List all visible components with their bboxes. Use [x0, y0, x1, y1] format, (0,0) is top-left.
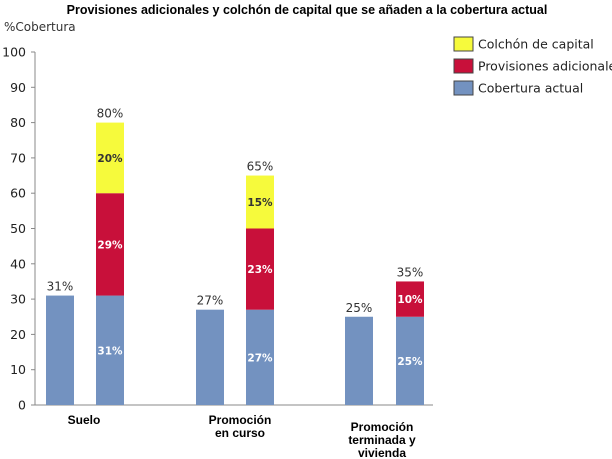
bars: 31% 31% 29% 20% 80% Suelo 27% 27% 23% 15% 65% Promo… — [46, 107, 424, 459]
reference-bar — [46, 295, 74, 405]
reference-bar — [345, 316, 373, 405]
stacked-segment — [246, 309, 274, 405]
y-tick-label: 80 — [10, 115, 26, 130]
legend-label: Colchón de capital — [478, 37, 594, 52]
legend-swatch — [453, 80, 474, 96]
segment-label: 31% — [97, 345, 123, 357]
y-tick-label: 50 — [10, 221, 26, 236]
chart-title: Provisiones adicionales y colchón de cap… — [67, 3, 548, 17]
category-label: Promoción — [351, 420, 414, 434]
category-label: terminada y — [348, 433, 416, 447]
stacked-segment — [96, 193, 124, 296]
stacked-segment — [396, 281, 424, 317]
legend: Colchón de capital Provisiones adicionale… — [453, 36, 612, 96]
legend-label: Provisiones adicionales — [478, 59, 612, 74]
segment-label: 10% — [397, 294, 423, 306]
reference-bar — [196, 309, 224, 405]
stacked-segment — [396, 316, 424, 405]
y-tick-label: 0 — [18, 398, 26, 413]
category-label: Suelo — [68, 413, 101, 427]
legend-swatch — [453, 58, 474, 74]
category-label: vivienda — [358, 446, 406, 459]
segment-label: 25% — [397, 356, 423, 368]
reference-bar-label: 31% — [47, 280, 74, 294]
reference-bar-label: 25% — [346, 301, 373, 315]
stacked-segment — [96, 295, 124, 405]
y-tick-label: 30 — [10, 292, 26, 307]
axes: 0 10 20 30 40 50 60 70 80 90 100 — [2, 45, 433, 413]
y-tick-label: 20 — [10, 327, 26, 342]
y-tick-label: 60 — [10, 186, 26, 201]
total-label: 35% — [397, 265, 424, 279]
stacked-segment — [96, 122, 124, 194]
stacked-segment — [246, 175, 274, 229]
y-tick-label: 40 — [10, 256, 26, 271]
segment-label: 23% — [247, 264, 273, 276]
total-label: 80% — [97, 107, 124, 121]
segment-label: 29% — [97, 239, 123, 251]
reference-bar-label: 27% — [197, 294, 224, 308]
y-tick-label: 10 — [10, 362, 26, 377]
y-tick-label: 70 — [10, 150, 26, 165]
segment-label: 15% — [247, 197, 273, 209]
category-label: Promoción — [209, 413, 272, 427]
y-tick-label: 100 — [2, 45, 26, 60]
y-axis-label: %Cobertura — [4, 20, 76, 34]
segment-label: 27% — [247, 352, 273, 364]
total-label: 65% — [247, 160, 274, 174]
legend-swatch — [453, 36, 474, 52]
legend-label: Cobertura actual — [478, 81, 583, 96]
y-tick-label: 90 — [10, 80, 26, 95]
stacked-segment — [246, 228, 274, 310]
category-label: en curso — [215, 426, 265, 440]
segment-label: 20% — [97, 153, 123, 165]
